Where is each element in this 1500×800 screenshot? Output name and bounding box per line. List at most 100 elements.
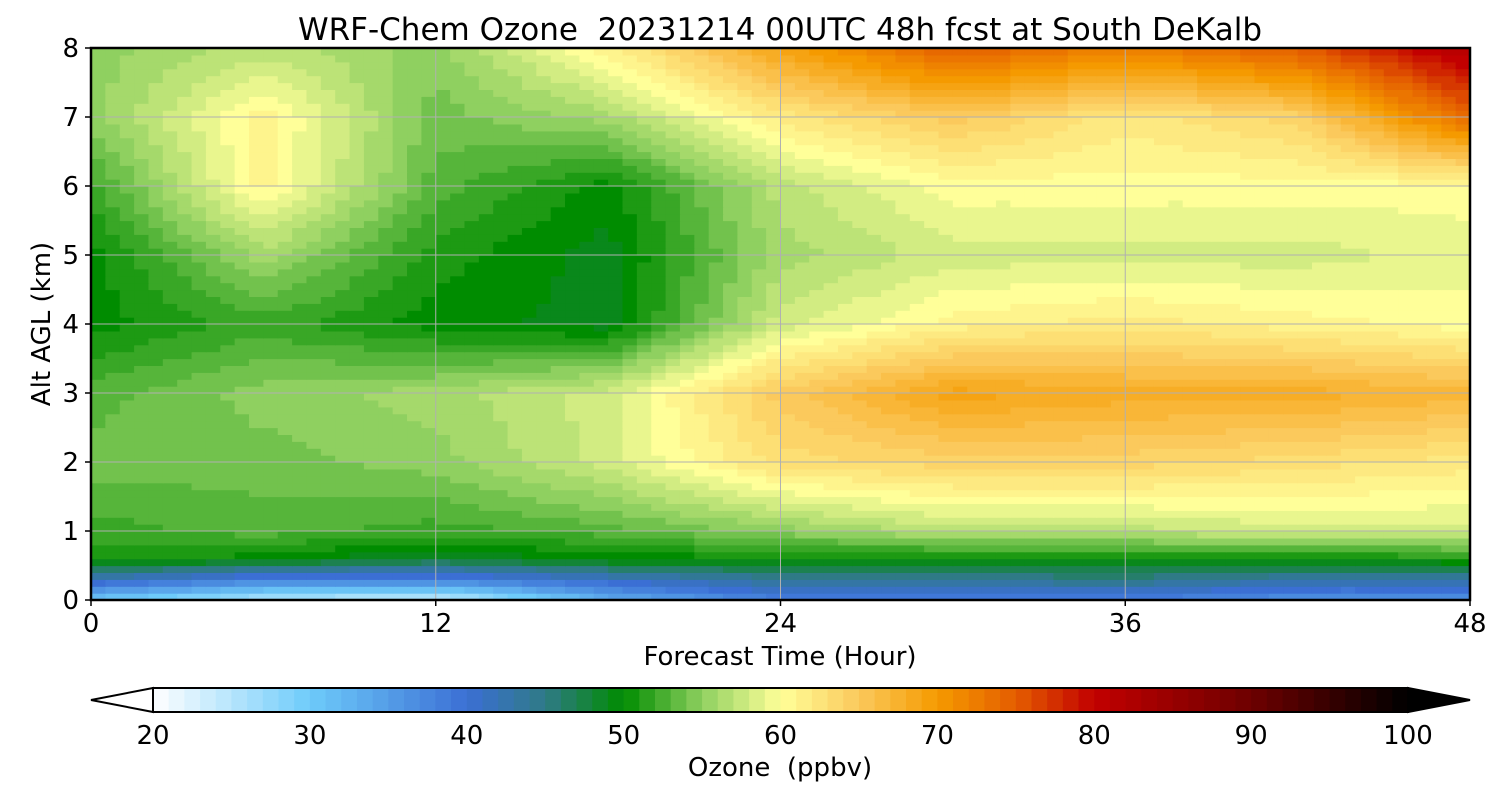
heatmap-cell <box>895 317 911 325</box>
heatmap-cell <box>823 296 839 304</box>
heatmap-cell <box>306 551 322 560</box>
heatmap-cell <box>1153 282 1169 291</box>
heatmap-cell <box>837 248 853 256</box>
heatmap-cell <box>277 531 293 539</box>
heatmap-cell <box>1010 565 1026 573</box>
heatmap-cell <box>1168 310 1184 318</box>
heatmap-cell <box>1039 448 1055 456</box>
heatmap-cell <box>1412 524 1428 532</box>
heatmap-cell <box>780 261 796 270</box>
heatmap-cell <box>105 399 121 408</box>
heatmap-cell <box>881 337 897 346</box>
heatmap-cell <box>636 337 652 346</box>
heatmap-cell <box>723 489 738 498</box>
heatmap-cell <box>335 241 351 249</box>
heatmap-cell <box>1153 255 1169 263</box>
heatmap-cell <box>565 344 580 353</box>
heatmap-cell <box>1039 455 1055 463</box>
heatmap-cell <box>1010 330 1026 339</box>
heatmap-cell <box>1153 406 1169 415</box>
heatmap-cell <box>1398 303 1414 311</box>
heatmap-cell <box>1268 510 1284 518</box>
heatmap-cell <box>780 303 796 311</box>
heatmap-cell <box>1455 448 1471 456</box>
heatmap-cell <box>536 579 552 587</box>
heatmap-cell <box>277 558 293 567</box>
heatmap-cell <box>995 441 1011 449</box>
heatmap-cell <box>1240 351 1256 360</box>
heatmap-cell <box>478 351 494 360</box>
heatmap-cell <box>1283 482 1299 491</box>
heatmap-cell <box>134 434 150 442</box>
heatmap-cell <box>636 544 652 553</box>
heatmap-cell <box>478 434 494 442</box>
heatmap-cell <box>1426 531 1442 539</box>
heatmap-cell <box>1197 296 1213 304</box>
heatmap-cell <box>435 358 451 366</box>
heatmap-cell <box>981 586 997 594</box>
heatmap-cell <box>881 537 897 546</box>
heatmap-cell <box>249 324 264 332</box>
heatmap-cell <box>1139 579 1155 587</box>
heatmap-cell <box>1355 544 1371 553</box>
heatmap-cell <box>1254 372 1270 380</box>
heatmap-cell <box>1168 510 1184 518</box>
heatmap-cell <box>1283 275 1299 284</box>
heatmap-cell <box>464 434 480 442</box>
heatmap-cell <box>134 510 150 518</box>
heatmap-cell <box>723 531 738 539</box>
heatmap-cell <box>177 558 193 567</box>
heatmap-cell <box>1340 255 1356 263</box>
heatmap-cell <box>665 310 681 318</box>
heatmap-cell <box>866 586 882 594</box>
heatmap-cell <box>737 282 753 291</box>
heatmap-cell <box>536 482 552 491</box>
heatmap-cell <box>320 441 336 449</box>
heatmap-cell <box>809 579 825 587</box>
heatmap-cell <box>1355 399 1371 408</box>
heatmap-cell <box>493 586 509 594</box>
heatmap-cell <box>1053 413 1069 422</box>
heatmap-cell <box>378 524 394 532</box>
heatmap-cell <box>565 455 580 463</box>
heatmap-cell <box>1225 241 1241 249</box>
heatmap-cell <box>162 282 178 291</box>
heatmap-cell <box>852 268 868 277</box>
heatmap-cell <box>392 517 408 525</box>
heatmap-cell <box>1096 241 1112 249</box>
heatmap-cell <box>1067 406 1083 415</box>
heatmap-cell <box>809 372 825 380</box>
heatmap-cell <box>234 503 250 511</box>
heatmap-cell <box>450 406 466 415</box>
heatmap-cell <box>751 393 767 401</box>
heatmap-cell <box>837 551 853 560</box>
heatmap-cell <box>909 441 925 449</box>
heatmap-cell <box>1326 572 1342 580</box>
heatmap-cell <box>579 386 595 394</box>
heatmap-cell <box>1153 579 1169 587</box>
heatmap-cell <box>134 386 150 394</box>
heatmap-cell <box>737 496 753 504</box>
heatmap-cell <box>952 358 968 366</box>
heatmap-cell <box>1283 468 1299 477</box>
heatmap-cell <box>234 489 250 498</box>
heatmap-cell <box>952 531 968 539</box>
heatmap-cell <box>521 393 537 401</box>
heatmap-cell <box>292 406 308 415</box>
heatmap-cell <box>249 551 264 560</box>
heatmap-cell <box>378 551 394 560</box>
heatmap-cell <box>1168 475 1184 484</box>
heatmap-cell <box>794 537 810 546</box>
heatmap-cell <box>493 317 509 325</box>
heatmap-cell <box>292 282 308 291</box>
heatmap-cell <box>1225 248 1241 256</box>
heatmap-cell <box>794 330 810 339</box>
heatmap-cell <box>1010 434 1026 442</box>
heatmap-cell <box>1096 365 1112 373</box>
heatmap-cell <box>694 296 710 304</box>
heatmap-cell <box>737 565 753 573</box>
heatmap-cell <box>1182 379 1198 387</box>
heatmap-cell <box>981 544 997 553</box>
heatmap-cell <box>464 324 480 332</box>
heatmap-cell <box>981 344 997 353</box>
